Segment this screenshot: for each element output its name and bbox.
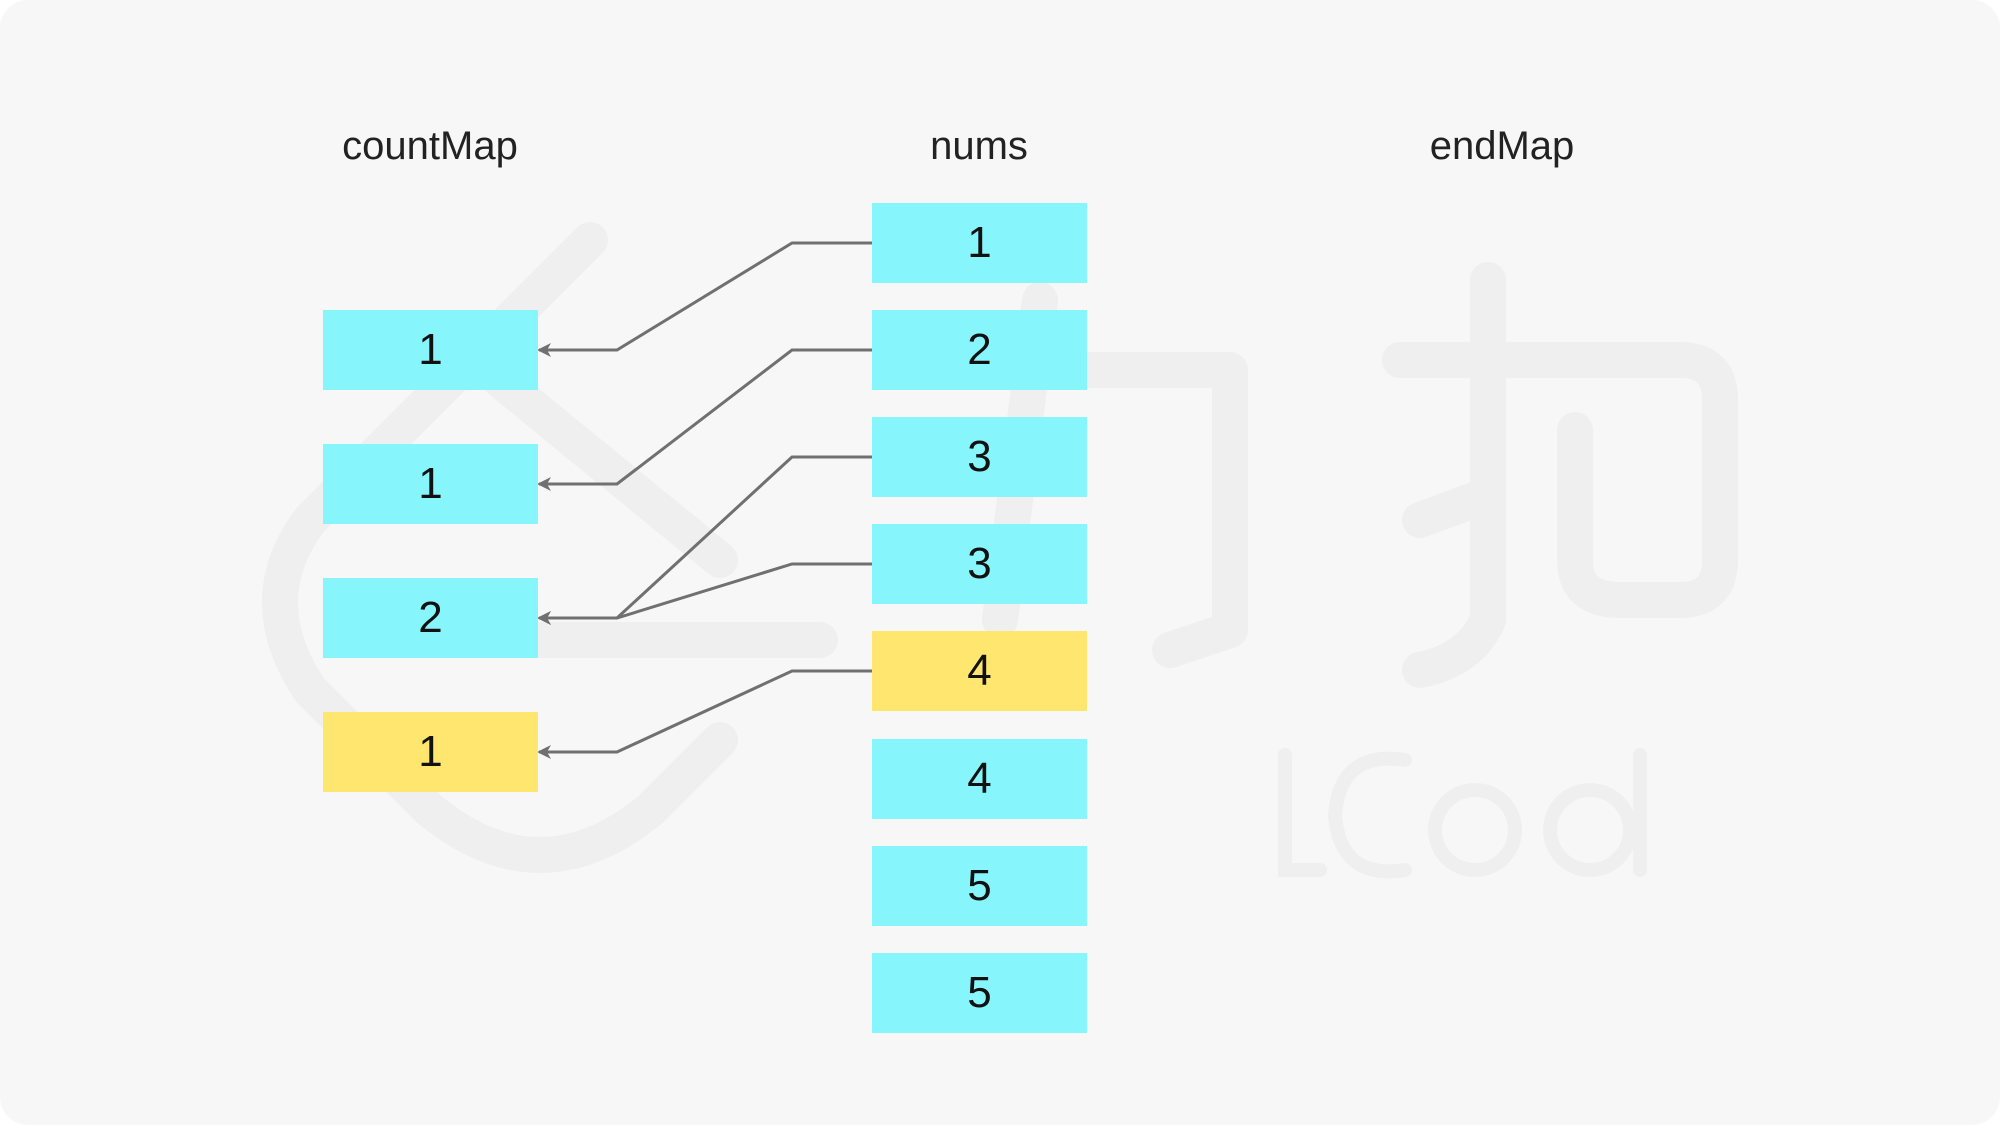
edge-arrow: [537, 241, 872, 357]
edge-arrow: [537, 348, 872, 491]
edge-arrow: [537, 562, 872, 625]
edge-arrow: [537, 669, 872, 759]
nums-label: nums: [930, 124, 1028, 168]
nums-cell: 4: [872, 739, 1087, 819]
nums-cell: 1: [872, 203, 1087, 283]
countMap-cell: 1: [323, 712, 538, 792]
nums-cell: 3: [872, 524, 1087, 604]
countMap-cell: 1: [323, 444, 538, 524]
watermark-logo-lettering: [1278, 748, 1647, 879]
nums-cell: 4: [872, 631, 1087, 711]
countMap-cell: 2: [323, 578, 538, 658]
nums-cell: 3: [872, 417, 1087, 497]
nums-cell: 5: [872, 846, 1087, 926]
countMap-cell: 1: [323, 310, 538, 390]
endmap-label: endMap: [1429, 124, 1575, 168]
nums-cell: 5: [872, 953, 1087, 1033]
countmap-label: countMap: [342, 124, 518, 168]
nums-cell: 2: [872, 310, 1087, 390]
edge-arrow: [537, 455, 872, 625]
